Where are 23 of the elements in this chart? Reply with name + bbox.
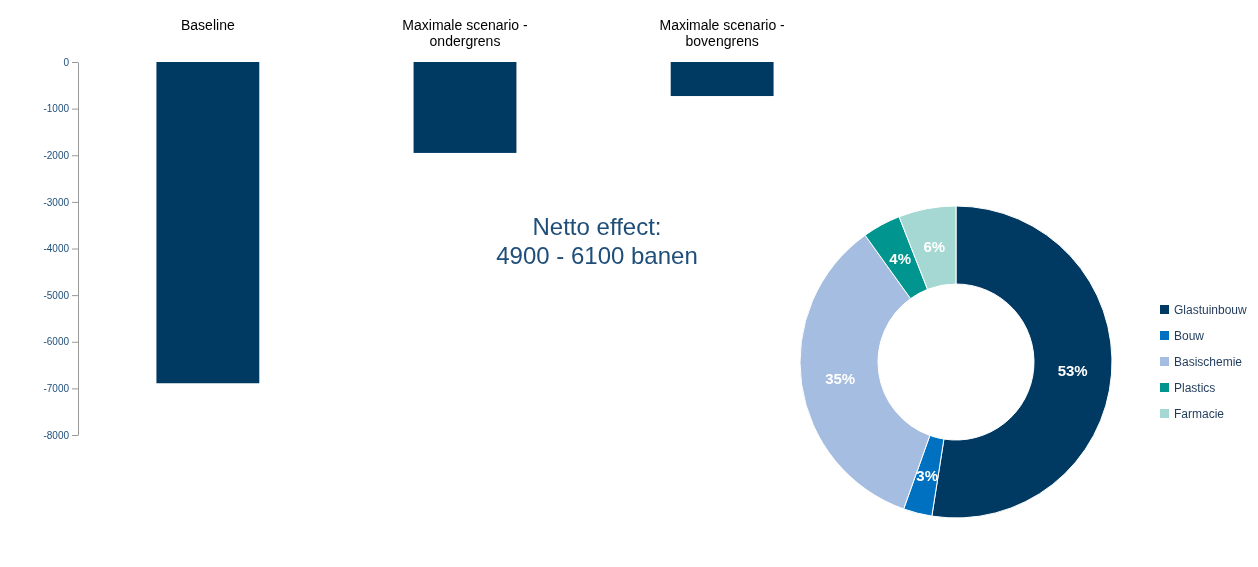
y-tick-label: -6000 [43, 336, 70, 348]
data-label: 35% [825, 369, 856, 387]
data-label: 53% [1057, 362, 1088, 380]
y-tick-label: -1000 [43, 103, 70, 115]
x-tick-label: Maximale scenario - ondergrens [402, 17, 528, 50]
y-tick-label: -3000 [43, 196, 70, 208]
data-label: 3% [916, 466, 939, 484]
x-tick-label: Baseline [181, 17, 235, 33]
x-tick-label: Maximale scenario - bovengrens [659, 17, 786, 50]
y-tick-label: -8000 [43, 429, 70, 441]
annotation: Netto effect: 4900 - 6100 banen [496, 213, 698, 269]
legend-label: Plastics [1174, 381, 1216, 396]
y-tick-label: 0 [63, 56, 70, 68]
data-label: 4% [889, 250, 911, 268]
y-tick-label: -7000 [43, 383, 70, 395]
legend-label: Basischemie [1174, 355, 1243, 370]
y-tick-label: -4000 [43, 243, 70, 255]
data-label: 6% [923, 238, 946, 256]
legend-label: Glastuinbouw [1174, 303, 1248, 318]
y-tick-label: -5000 [43, 289, 70, 301]
legend-label: Farmacie [1174, 407, 1225, 422]
y-tick-label: -2000 [43, 149, 70, 161]
legend-label: Bouw [1174, 329, 1205, 344]
